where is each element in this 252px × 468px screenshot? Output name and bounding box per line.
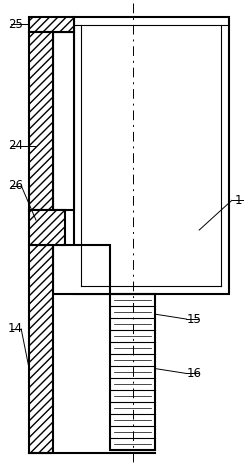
Text: 15: 15: [187, 313, 202, 326]
Bar: [53, 245, 110, 294]
Bar: [29, 245, 53, 453]
Text: 16: 16: [187, 367, 202, 380]
Text: 1: 1: [235, 194, 242, 207]
Text: 26: 26: [8, 179, 23, 192]
Bar: [29, 32, 53, 210]
Text: 25: 25: [8, 18, 23, 31]
Text: 24: 24: [8, 139, 23, 153]
Text: 14: 14: [8, 322, 23, 336]
Bar: [74, 17, 229, 294]
Bar: [110, 294, 155, 450]
Bar: [29, 17, 74, 32]
Bar: [53, 32, 74, 210]
Bar: [29, 210, 65, 245]
